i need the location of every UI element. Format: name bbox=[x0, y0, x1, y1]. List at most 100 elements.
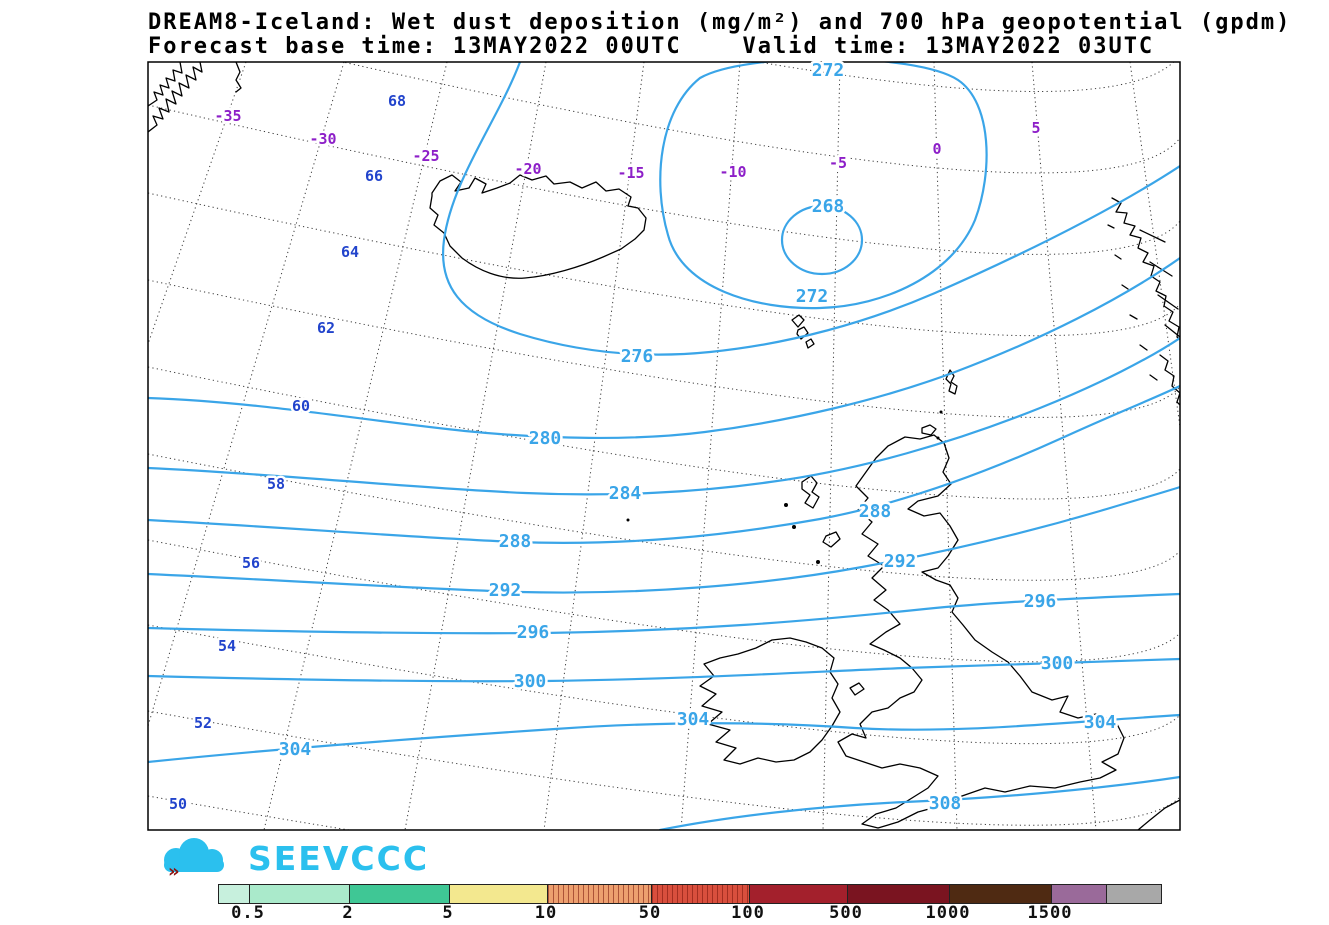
colorbar-segment bbox=[449, 885, 547, 903]
coastline-continental-europe bbox=[1137, 799, 1180, 830]
graticule-parallel bbox=[148, 366, 1180, 500]
contour-label: 268 bbox=[812, 196, 845, 217]
latitude-label: 58 bbox=[267, 475, 285, 493]
graticule-parallel bbox=[340, 62, 1180, 174]
coastline-greenland bbox=[148, 62, 183, 107]
contour-288 bbox=[148, 384, 1180, 544]
coastline-hebrides-islet bbox=[816, 560, 820, 564]
graticule-parallel bbox=[148, 104, 1180, 255]
colorbar-label: 100 bbox=[731, 903, 765, 923]
colorbar bbox=[218, 884, 1162, 904]
contour-292 bbox=[148, 485, 1180, 594]
coastline-fair-isle bbox=[939, 410, 943, 414]
seevccc-wordmark: SEEVCCC bbox=[248, 838, 430, 878]
colorbar-segment bbox=[949, 885, 1051, 903]
seevccc-logo: » SEEVCCC bbox=[148, 836, 429, 880]
colorbar-segment bbox=[249, 885, 349, 903]
graticule-parallel bbox=[148, 192, 1180, 337]
longitude-label: 5 bbox=[1031, 119, 1040, 137]
longitude-labels: -35 -30 -25 -20 -15 -10 -5 0 5 bbox=[212, 105, 1043, 185]
contour-300 bbox=[148, 657, 1180, 683]
graticule-meridian bbox=[822, 62, 841, 830]
coastline-isle-of-man bbox=[849, 682, 865, 696]
latitude-label: 56 bbox=[242, 554, 260, 572]
graticule-parallel bbox=[148, 453, 1180, 581]
coastline-jan-mayen-island bbox=[235, 62, 242, 93]
coastline-iceland bbox=[429, 174, 647, 279]
latitude-label: 60 bbox=[292, 397, 310, 415]
contour-label: 292 bbox=[489, 580, 522, 601]
coastline-ireland bbox=[699, 637, 841, 765]
graticule-meridian bbox=[148, 62, 345, 727]
coastlines bbox=[148, 62, 1180, 830]
coastline-norway-islets bbox=[1107, 224, 1158, 381]
colorbar-label: 0.5 bbox=[231, 903, 265, 923]
contour-304 bbox=[148, 713, 1180, 764]
chart-subtitle: Forecast base time: 13MAY2022 00UTC Vali… bbox=[148, 34, 1155, 59]
graticule-meridian bbox=[680, 62, 741, 830]
colorbar-segment bbox=[651, 885, 749, 903]
latitude-label: 66 bbox=[365, 167, 383, 185]
contour-label: 300 bbox=[514, 671, 547, 692]
seevccc-cloud-icon: » bbox=[164, 838, 224, 880]
coastline-hebrides bbox=[801, 475, 841, 548]
colorbar-label: 50 bbox=[638, 903, 662, 923]
coastline-greenland bbox=[148, 62, 203, 133]
contour-label: 276 bbox=[621, 346, 654, 367]
contour-268-loop bbox=[780, 204, 864, 276]
colorbar-segment bbox=[547, 885, 651, 903]
contour-308 bbox=[658, 775, 1180, 830]
contour-label: 300 bbox=[1041, 653, 1074, 674]
colorbar-label: 2 bbox=[342, 903, 354, 923]
longitude-label: -10 bbox=[719, 163, 746, 181]
contour-label: 308 bbox=[929, 793, 962, 814]
contour-280 bbox=[148, 256, 1180, 440]
contour-276 bbox=[442, 62, 1180, 356]
contour-label: 280 bbox=[529, 428, 562, 449]
coastline-hebrides-islet bbox=[784, 503, 788, 507]
graticule-meridian bbox=[933, 62, 958, 830]
coastline-norway-fjords bbox=[1139, 229, 1180, 338]
colorbar-segment bbox=[749, 885, 847, 903]
longitude-label: 0 bbox=[932, 140, 941, 158]
latitude-label: 62 bbox=[317, 319, 335, 337]
coastline-rockall-islet bbox=[626, 518, 630, 522]
contour-272-loop bbox=[659, 62, 988, 310]
contour-label: 288 bbox=[499, 531, 532, 552]
colorbar-label: 1500 bbox=[1027, 903, 1073, 923]
colorbar-segment bbox=[847, 885, 949, 903]
contour-label: 304 bbox=[677, 709, 710, 730]
longitude-label: -15 bbox=[617, 164, 644, 182]
graticule-meridian bbox=[1031, 62, 1097, 830]
contour-label: 292 bbox=[884, 551, 917, 572]
contour-284 bbox=[148, 336, 1180, 496]
colorbar-label: 10 bbox=[534, 903, 558, 923]
contour-label: 304 bbox=[279, 739, 312, 760]
graticule-meridian bbox=[543, 62, 645, 830]
colorbar-label: 5 bbox=[442, 903, 454, 923]
coastline-shetland bbox=[945, 369, 958, 395]
colorbar-label: 500 bbox=[829, 903, 863, 923]
contour-label: 284 bbox=[609, 483, 642, 504]
coastline-hebrides-islet bbox=[792, 525, 796, 529]
graticule-parallel bbox=[755, 62, 1175, 93]
graticule-meridian bbox=[263, 62, 448, 830]
coastline-orkney bbox=[921, 424, 937, 436]
colorbar-segment bbox=[1051, 885, 1106, 903]
latitude-label: 68 bbox=[388, 92, 406, 110]
contour-label: 272 bbox=[812, 60, 845, 81]
longitude-label: -30 bbox=[309, 130, 336, 148]
colorbar-label: 1000 bbox=[925, 903, 971, 923]
contour-label: 296 bbox=[1024, 591, 1057, 612]
graticule-parallels bbox=[148, 62, 1180, 830]
coastline-great-britain bbox=[837, 434, 1125, 829]
longitude-label: -25 bbox=[412, 147, 439, 165]
coastline-faroe-islands bbox=[791, 314, 815, 349]
longitude-label: -5 bbox=[829, 154, 847, 172]
chart-title: DREAM8-Iceland: Wet dust deposition (mg/… bbox=[148, 10, 1292, 35]
latitude-label: 50 bbox=[169, 795, 187, 813]
graticule-parallel bbox=[148, 710, 1180, 826]
coastline-norway bbox=[1159, 354, 1180, 406]
